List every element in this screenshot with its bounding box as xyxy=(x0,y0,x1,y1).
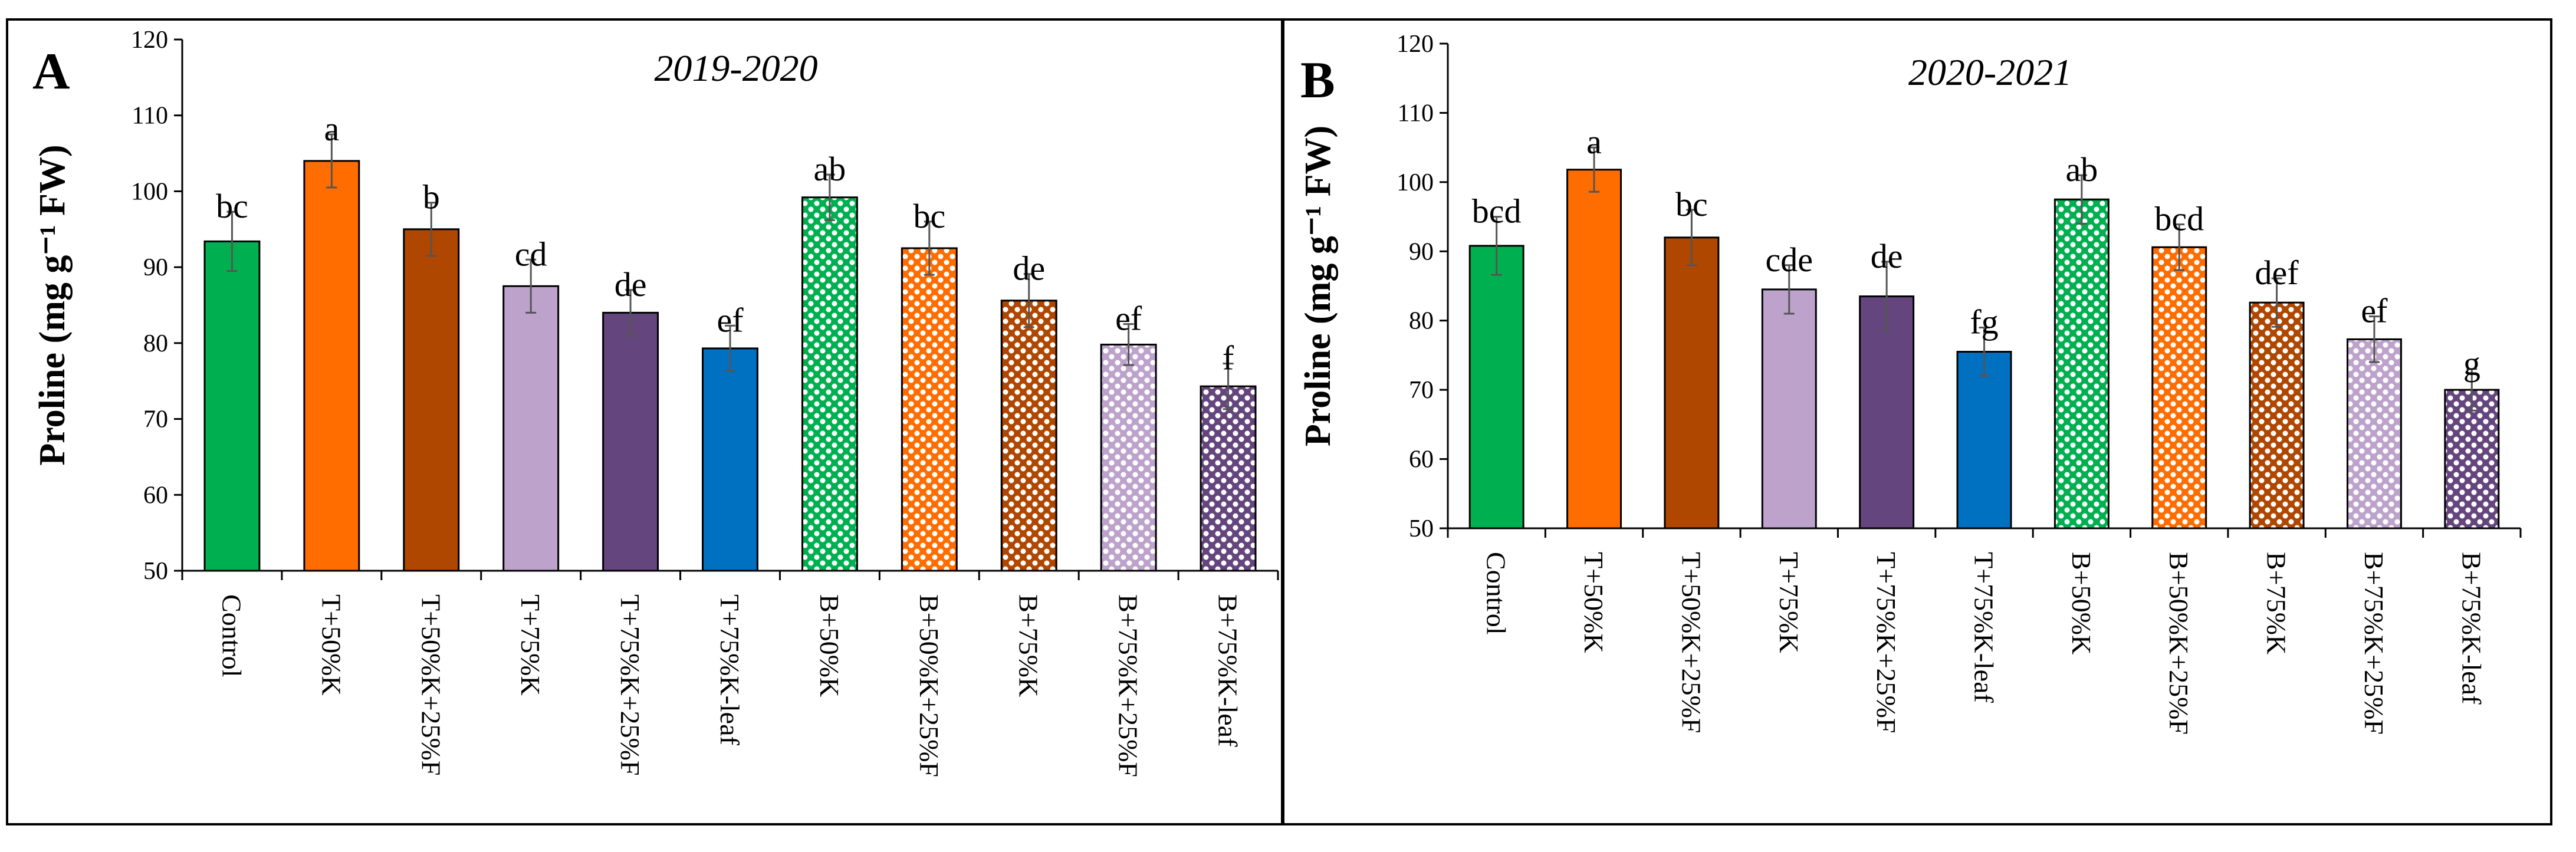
bar xyxy=(702,347,758,572)
significance-letter: a xyxy=(1586,123,1602,161)
bar xyxy=(602,311,659,572)
significance-letter: cde xyxy=(1766,241,1813,279)
bar xyxy=(203,240,261,572)
x-tick-label: T+75%K-leaf xyxy=(715,594,745,746)
x-tick-label: Control xyxy=(216,594,247,677)
bar xyxy=(1566,169,1622,529)
y-axis-label: Proline (mg g⁻¹ FW) xyxy=(1298,126,1338,446)
bar xyxy=(502,285,560,572)
x-tick-label: Control xyxy=(1481,552,1512,635)
x-tick-label: B+75%K+25%F xyxy=(1113,594,1144,777)
significance-letter: ef xyxy=(717,301,744,339)
bar xyxy=(2053,198,2110,529)
y-tick-label: 70 xyxy=(143,406,168,433)
y-tick-label: 120 xyxy=(1397,31,1434,58)
bar xyxy=(2151,246,2207,529)
bar xyxy=(1100,343,1157,572)
y-tick-label: 50 xyxy=(143,558,168,585)
y-tick-label: 60 xyxy=(1409,446,1434,473)
bar xyxy=(1468,245,1524,529)
significance-letter: ab xyxy=(2065,150,2098,189)
x-tick-label: T+75%K+25%F xyxy=(1871,552,1901,733)
bar xyxy=(901,247,958,572)
significance-letter: fg xyxy=(1970,302,1998,341)
y-tick-label: 120 xyxy=(131,27,168,54)
x-tick-label: B+50%K+25%F xyxy=(914,594,944,777)
y-tick-label: 80 xyxy=(143,330,168,357)
panel-letter: A xyxy=(32,43,70,100)
y-tick-label: 90 xyxy=(1409,238,1434,265)
bar xyxy=(2444,389,2500,529)
significance-letter: bcd xyxy=(1472,192,1522,231)
y-axis-label: Proline (mg g⁻¹ FW) xyxy=(32,144,73,465)
y-tick-label: 80 xyxy=(1409,308,1434,335)
significance-letter: a xyxy=(324,110,339,148)
y-tick-label: 90 xyxy=(143,254,168,281)
significance-letter: ef xyxy=(2361,292,2388,330)
bar xyxy=(1956,351,2012,529)
significance-letter: f xyxy=(1223,339,1234,377)
significance-letter: bc xyxy=(1675,185,1708,223)
x-tick-label: T+50%K+25%F xyxy=(416,594,446,775)
y-tick-label: 50 xyxy=(1409,515,1434,542)
significance-letter: def xyxy=(2255,254,2299,292)
x-tick-label: T+75%K+25%F xyxy=(615,594,645,775)
y-tick-label: 100 xyxy=(131,178,168,205)
x-tick-label: B+75%K+25%F xyxy=(2359,552,2389,735)
bar xyxy=(403,228,460,572)
y-tick-label: 110 xyxy=(132,103,168,130)
x-tick-label: B+50%K xyxy=(2066,552,2097,654)
bar xyxy=(1200,385,1257,572)
bar xyxy=(2249,301,2305,529)
significance-letter: bc xyxy=(216,187,248,225)
panel-letter: B xyxy=(1300,52,1335,109)
x-tick-label: T+75%K xyxy=(515,594,546,696)
bar xyxy=(801,196,858,572)
bar xyxy=(1664,236,1720,529)
y-tick-label: 110 xyxy=(1398,100,1434,127)
significance-letter: g xyxy=(2463,344,2480,383)
bar xyxy=(1761,288,1817,529)
y-tick-label: 100 xyxy=(1397,169,1434,196)
chart-title: 2020-2021 xyxy=(1908,51,2072,93)
significance-letter: bcd xyxy=(2154,199,2204,238)
x-tick-label: T+50%K+25%F xyxy=(1676,552,1706,733)
x-tick-label: T+50%K xyxy=(316,594,346,696)
significance-letter: ef xyxy=(1115,300,1142,338)
significance-letter: cd xyxy=(515,235,547,273)
chart-title: 2019-2020 xyxy=(654,47,817,89)
bar xyxy=(1000,300,1057,572)
significance-letter: de xyxy=(1871,237,1903,275)
x-tick-label: B+75%K xyxy=(2262,552,2292,654)
significance-letter: b xyxy=(423,178,440,216)
significance-letter: ab xyxy=(814,150,846,188)
x-tick-label: B+75%K xyxy=(1014,594,1044,697)
x-tick-label: T+75%K-leaf xyxy=(1969,552,1999,703)
bar xyxy=(2346,338,2402,529)
x-tick-label: B+75%K-leaf xyxy=(1213,594,1243,747)
x-tick-label: T+50%K xyxy=(1579,552,1609,653)
significance-letter: bc xyxy=(913,197,945,235)
bar xyxy=(303,160,360,572)
panel-A: A 2019-2020 Proline (mg g⁻¹ FW) 50 60 70 80 90 1… xyxy=(6,18,1283,825)
y-tick-label: 70 xyxy=(1409,377,1434,404)
x-tick-label: B+50%K+25%F xyxy=(2164,552,2194,735)
y-tick-label: 60 xyxy=(143,482,168,509)
panel-border xyxy=(1282,18,2552,825)
bar xyxy=(1859,295,1915,529)
significance-letter: de xyxy=(615,265,647,304)
panel-B: B 2020-2021 Proline (mg g⁻¹ FW) 50 60 70 80 90 1… xyxy=(1282,18,2552,825)
x-tick-label: B+75%K-leaf xyxy=(2456,552,2486,705)
x-tick-label: B+50%K xyxy=(814,594,845,697)
significance-letter: de xyxy=(1013,249,1045,288)
x-tick-label: T+75%K xyxy=(1774,552,1804,653)
